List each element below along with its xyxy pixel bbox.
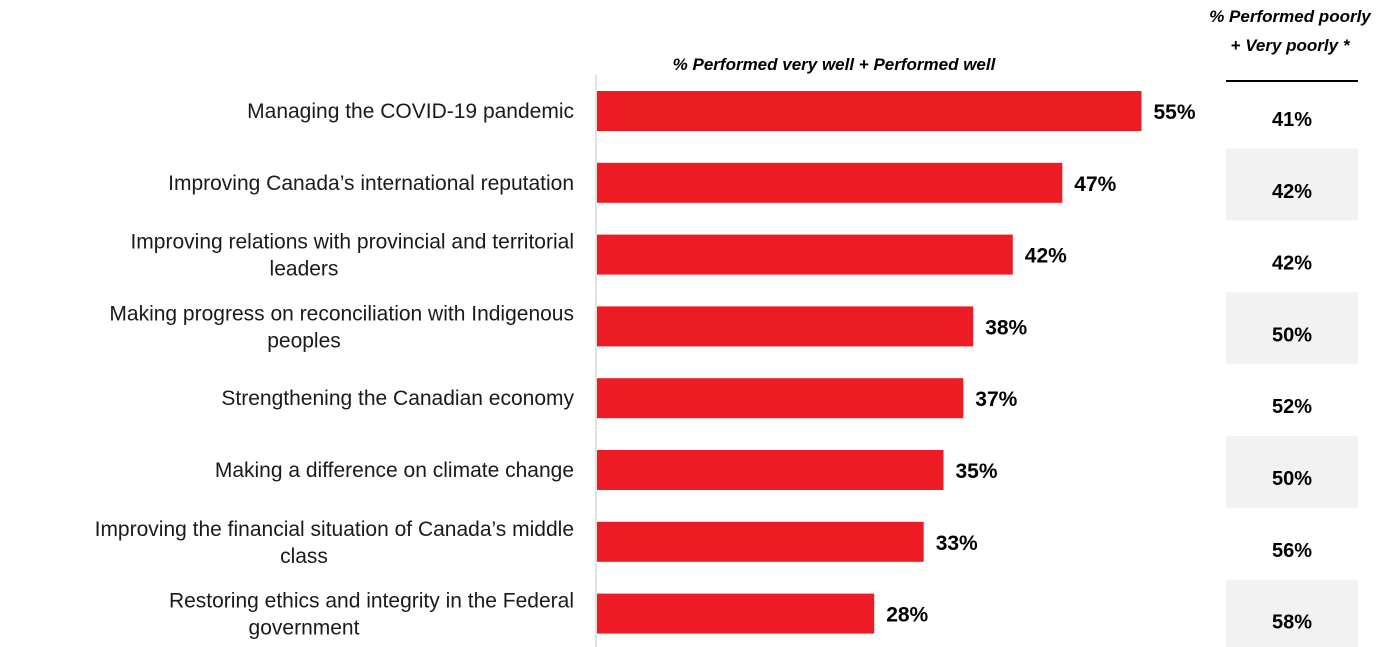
category-label: peoples: [267, 329, 341, 352]
bar-value-label: 55%: [1154, 101, 1196, 124]
bar-value-label: 38%: [985, 316, 1027, 339]
bar-value-label: 33%: [936, 532, 978, 555]
side-value-label: 52%: [1272, 396, 1312, 418]
category-label: Restoring ethics and integrity in the Fe…: [169, 590, 574, 613]
bar: [597, 306, 974, 347]
bar: [597, 234, 1013, 275]
side-value-label: 58%: [1272, 612, 1312, 634]
side-value-shade: [1226, 292, 1358, 365]
side-header-line2: + Very poorly *: [1231, 36, 1351, 55]
bar-value-label: 35%: [956, 460, 998, 483]
category-label: Making progress on reconciliation with I…: [109, 302, 574, 325]
bar: [597, 91, 1142, 131]
side-value-label: 50%: [1272, 468, 1312, 490]
bar: [597, 593, 875, 634]
category-label: class: [280, 545, 328, 568]
bar-value-label: 28%: [886, 604, 928, 627]
side-value-label: 42%: [1272, 253, 1312, 275]
chart-rows: 55% Managing the COVID-19 pandemic 41% 47% I…: [95, 91, 1358, 647]
category-label: Making a difference on climate change: [215, 459, 574, 482]
bar: [597, 378, 964, 419]
category-label: leaders: [270, 258, 339, 281]
side-value-label: 41%: [1272, 109, 1312, 131]
category-label: government: [249, 617, 360, 640]
bar: [597, 521, 924, 562]
category-label: Managing the COVID-19 pandemic: [247, 100, 574, 123]
side-header-line1: % Performed poorly: [1209, 7, 1372, 26]
side-value-shade: [1226, 436, 1358, 508]
side-value-label: 50%: [1272, 324, 1312, 346]
category-label: Improving relations with provincial and …: [130, 231, 574, 254]
category-label: Strengthening the Canadian economy: [221, 387, 574, 410]
side-value-label: 42%: [1272, 181, 1312, 203]
side-value-shade: [1226, 579, 1358, 647]
bar-value-label: 47%: [1074, 173, 1116, 196]
side-value-shade: [1226, 148, 1358, 221]
category-label: Improving the financial situation of Can…: [95, 518, 574, 541]
side-value-label: 56%: [1272, 540, 1312, 562]
bar-value-label: 42%: [1025, 245, 1067, 268]
bar-value-label: 37%: [975, 388, 1017, 411]
category-label: Improving Canada’s international reputat…: [168, 172, 574, 195]
bar: [597, 450, 944, 490]
series-header: % Performed very well + Performed well: [673, 55, 997, 74]
bar: [597, 162, 1063, 203]
